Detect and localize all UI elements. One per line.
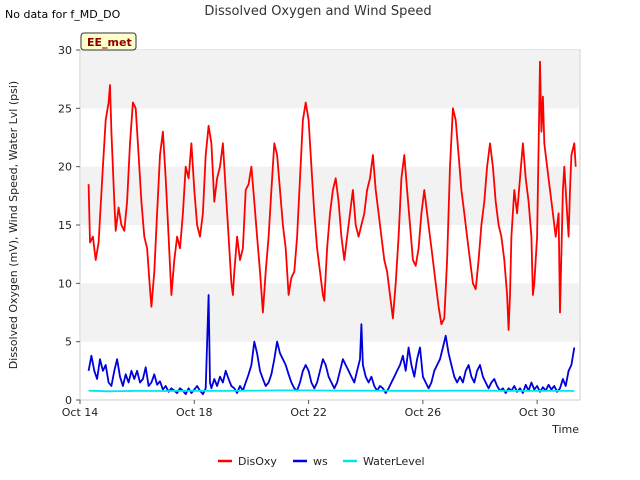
y-tick-label: 0 xyxy=(65,394,72,407)
site-badge-label: EE_met xyxy=(87,36,132,49)
y-axis: 0 5 10 15 20 25 30 xyxy=(58,44,80,407)
x-tick-label: Oct 14 xyxy=(62,406,99,419)
site-badge: EE_met xyxy=(80,32,137,51)
y-tick-label: 25 xyxy=(58,102,72,115)
y-axis-title: Dissolved Oxygen (mV), Wind Speed, Water… xyxy=(7,81,20,369)
x-tick-label: Oct 30 xyxy=(519,406,556,419)
y-tick-label: 30 xyxy=(58,44,72,57)
x-tick-label: Oct 26 xyxy=(405,406,442,419)
grid-band xyxy=(81,50,579,109)
y-tick-label: 15 xyxy=(58,219,72,232)
y-tick-label: 5 xyxy=(65,336,72,349)
y-tick-label: 20 xyxy=(58,161,72,174)
no-data-note: No data for f_MD_DO xyxy=(5,8,121,21)
x-tick-label: Oct 22 xyxy=(290,406,327,419)
grid-bands xyxy=(81,50,579,342)
series-line-ws xyxy=(87,294,576,396)
y-tick-label: 10 xyxy=(58,277,72,290)
series-line-disoxy xyxy=(87,60,577,331)
chart-title: Dissolved Oxygen and Wind Speed xyxy=(204,4,431,19)
legend: DisOxy ws WaterLevel xyxy=(218,455,425,468)
x-axis: Oct 14 Oct 18 Oct 22 Oct 26 Oct 30 xyxy=(62,400,556,419)
x-axis-title: Time xyxy=(551,423,579,436)
legend-label-waterlevel: WaterLevel xyxy=(363,455,425,468)
legend-label-ws: ws xyxy=(313,455,328,468)
legend-label-disoxy: DisOxy xyxy=(238,455,277,468)
grid-band xyxy=(81,283,579,342)
series-line-waterlevel xyxy=(88,389,575,393)
series-lines xyxy=(87,60,577,396)
site-badge-box xyxy=(80,32,137,51)
x-tick-label: Oct 18 xyxy=(176,406,213,419)
